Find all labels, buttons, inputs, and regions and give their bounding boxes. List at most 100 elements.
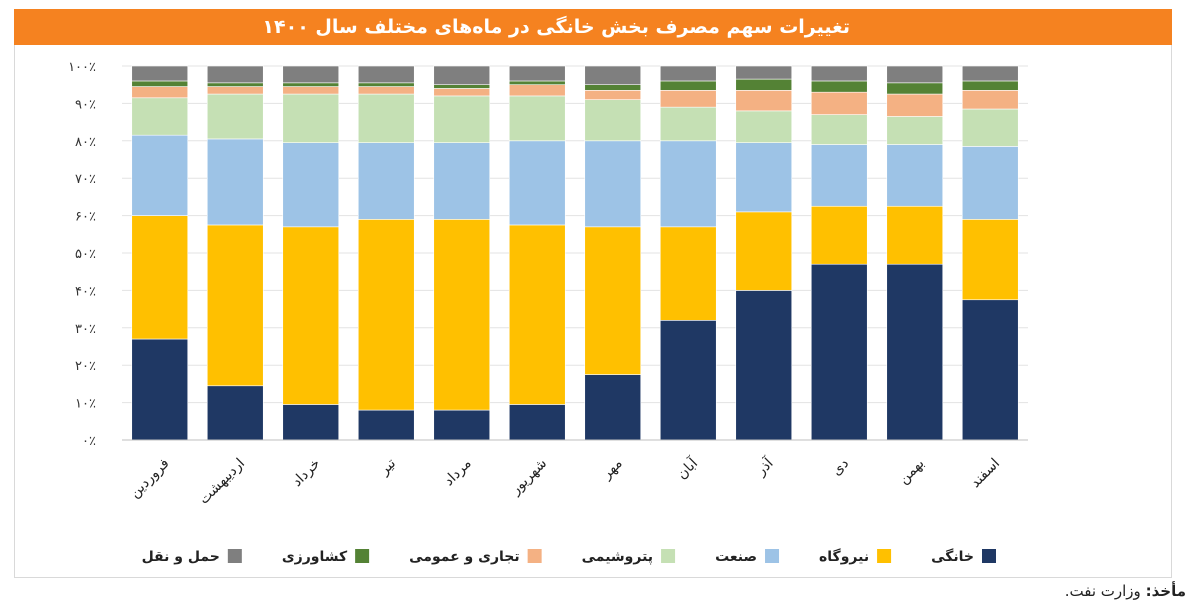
bar-segment (282, 404, 340, 441)
x-tick-label: آبان (673, 454, 702, 483)
bar-segment (659, 320, 717, 441)
y-tick-label: ۶۰٪ (75, 210, 96, 225)
bar-segment (810, 91, 868, 115)
source-value: وزارت نفت. (1064, 582, 1141, 600)
legend-swatch (227, 549, 242, 563)
bar-segment (206, 86, 264, 95)
y-tick-label: ۲۰٪ (75, 359, 96, 374)
legend-swatch (355, 549, 370, 563)
legend-label: تجاری و عمومی (409, 549, 520, 565)
x-tick-label: خرداد (289, 456, 323, 490)
bar-segment (206, 138, 264, 226)
bar-segment (961, 108, 1019, 147)
bar-segment (810, 263, 868, 441)
bar-segment (357, 409, 415, 441)
x-tick-label: بهمن (896, 456, 928, 488)
y-axis: ۰٪ ۱۰٪ ۲۰٪ ۳۰٪ ۴۰٪ ۵۰٪ ۶۰٪ ۷۰٪ ۸۰٪ ۹۰٪ ۱۰۰٪ (68, 60, 96, 449)
bars (131, 65, 1019, 441)
y-tick-label: ۹۰٪ (75, 97, 96, 112)
legend-label: خانگی (931, 548, 974, 565)
bar-segment (282, 93, 340, 143)
bar-segment (735, 290, 793, 441)
bar-segment (357, 219, 415, 411)
x-tick-label: تیر (376, 455, 399, 478)
bar-segment (508, 404, 566, 441)
bar-segment (735, 211, 793, 291)
bar-segment (584, 90, 642, 100)
bar-segment (282, 65, 340, 84)
bar-segment (810, 205, 868, 265)
y-tick-label: ۴۰٪ (75, 284, 96, 299)
bar-segment (131, 338, 189, 441)
bar-segment (886, 263, 944, 441)
y-tick-label: ۱۰۰٪ (68, 60, 96, 75)
y-tick-label: ۵۰٪ (75, 247, 96, 262)
bar-segment (206, 93, 264, 140)
stacked-bar-chart: ۰٪ ۱۰٪ ۲۰٪ ۳۰٪ ۴۰٪ ۵۰٪ ۶۰٪ ۷۰٪ ۸۰٪ ۹۰٪ ۱۰۰٪ فروردی… (68, 60, 1028, 565)
bar-segment (131, 65, 189, 82)
bar-segment (206, 224, 264, 387)
bar-segment (886, 144, 944, 207)
bar-segment (659, 65, 717, 82)
x-tick-label: اردیبهشت (196, 456, 248, 508)
legend-swatch (765, 549, 780, 563)
bar-segment (433, 95, 491, 143)
x-tick-label: مرداد (441, 456, 475, 490)
bar-segment (508, 84, 566, 97)
bar-segment (886, 65, 944, 84)
legend-swatch (877, 549, 892, 563)
bar-segment (131, 86, 189, 99)
x-axis: فروردین اردیبهشت خرداد تیر مرداد شهریور مهر آبا… (122, 439, 1028, 508)
bar-segment (659, 140, 717, 228)
source-label: مأخذ: (1145, 582, 1186, 600)
bar-segment (433, 142, 491, 220)
bar-segment (357, 82, 415, 87)
x-tick-label: دی (829, 456, 852, 479)
legend-swatch (661, 549, 676, 563)
bar-segment (584, 84, 642, 91)
bar-segment (584, 140, 642, 228)
bar-segment (357, 65, 415, 84)
bar-segment (508, 65, 566, 82)
title-banner: تغییرات سهم مصرف بخش خانگی در ماه‌های مخ… (14, 9, 1172, 45)
legend-label: صنعت (715, 549, 757, 565)
source-note: مأخذ: وزارت نفت. (1065, 582, 1186, 600)
bar-segment (961, 146, 1019, 220)
bar-segment (886, 205, 944, 265)
bar-segment (282, 86, 340, 95)
bar-segment (508, 95, 566, 142)
bar-segment (508, 80, 566, 85)
legend-label: کشاورزی (282, 549, 348, 565)
bar-segment (508, 224, 566, 405)
legend: خانگی نیروگاه صنعت پتروشیمی تجاری و عمومی کشا… (142, 548, 996, 565)
y-tick-label: ۷۰٪ (75, 172, 96, 187)
y-tick-label: ۰٪ (82, 434, 96, 449)
bar-segment (131, 97, 189, 136)
bar-segment (584, 226, 642, 375)
bar-segment (357, 142, 415, 220)
bar-segment (282, 226, 340, 405)
bar-segment (886, 93, 944, 117)
bar-segment (584, 374, 642, 441)
x-tick-label: آذر (752, 454, 777, 479)
bar-segment (433, 219, 491, 411)
bar-segment (508, 140, 566, 226)
y-tick-label: ۳۰٪ (75, 322, 96, 337)
bar-segment (433, 409, 491, 441)
bar-segment (961, 80, 1019, 91)
legend-label: حمل و نقل (142, 549, 220, 565)
bar-segment (961, 219, 1019, 301)
bar-segment (206, 385, 264, 441)
legend-swatch (982, 549, 996, 563)
bar-segment (886, 82, 944, 95)
bar-segment (735, 65, 793, 80)
chart-title: تغییرات سهم مصرف بخش خانگی در ماه‌های مخ… (262, 16, 850, 38)
bar-segment (584, 99, 642, 142)
y-tick-label: ۸۰٪ (75, 135, 96, 150)
bar-segment (206, 82, 264, 87)
bar-segment (433, 84, 491, 89)
bar-segment (282, 82, 340, 87)
bar-segment (131, 134, 189, 216)
bar-segment (810, 114, 868, 145)
bar-segment (735, 142, 793, 213)
